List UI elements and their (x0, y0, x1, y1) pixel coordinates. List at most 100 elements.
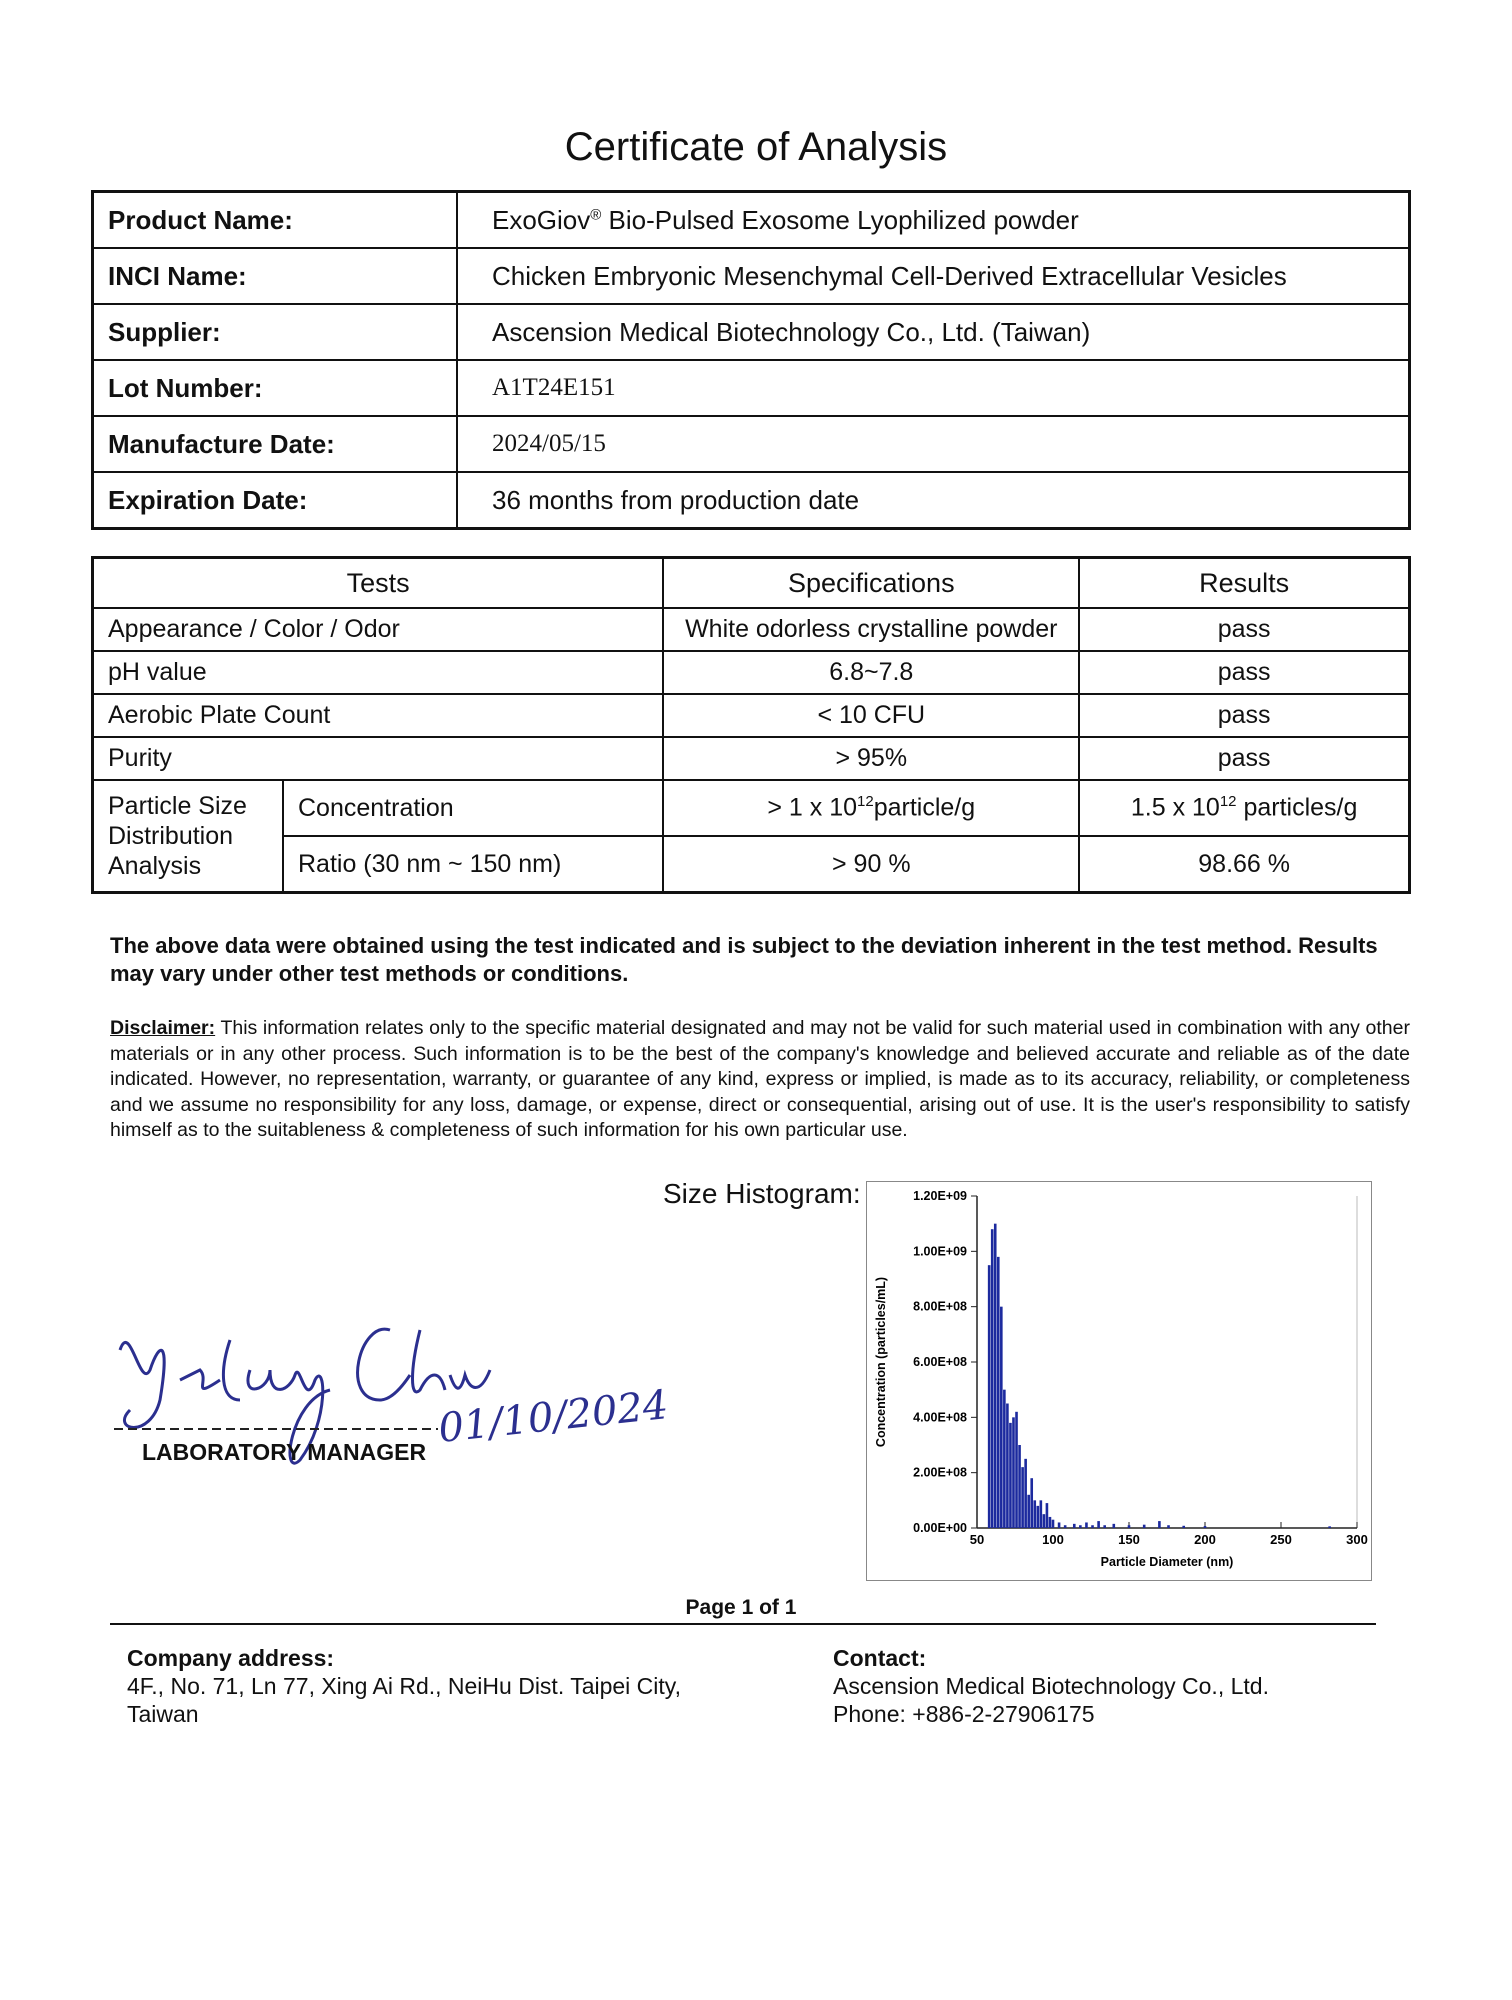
info-label: Lot Number: (91, 359, 458, 417)
bar (993, 1223, 997, 1528)
x-tick-label: 150 (1118, 1532, 1140, 1547)
contact-line: Ascension Medical Biotechnology Co., Ltd… (833, 1673, 1269, 1699)
footer-rule (110, 1623, 1376, 1625)
info-label: Manufacture Date: (91, 415, 458, 473)
signature: 01/10/2024 LABORATORY MANAGER (114, 1327, 670, 1465)
bar (1018, 1445, 1021, 1528)
bar (1158, 1521, 1161, 1528)
spec: < 10 CFU (662, 693, 1081, 738)
test-row: Particle Size Distribution Analysis Conce… (91, 779, 1411, 894)
header-cell: Tests (91, 556, 665, 609)
contact: Contact: Ascension Medical Biotechnology… (833, 1644, 1269, 1728)
header-row: Tests Specifications Results (91, 556, 1411, 609)
bar (1079, 1525, 1082, 1528)
result: 1.5 x 1012 particles/g (1078, 779, 1411, 837)
test-row: Purity > 95% pass (91, 736, 1411, 781)
result: pass (1078, 736, 1411, 781)
address-label: Company address: (127, 1645, 335, 1671)
info-label: INCI Name: (91, 247, 458, 305)
header-cell: Results (1078, 556, 1411, 609)
result: pass (1078, 693, 1411, 738)
x-tick-label: 50 (970, 1532, 984, 1547)
y-tick-label: 8.00E+08 (913, 1300, 967, 1314)
info-value: Chicken Embryonic Mesenchymal Cell-Deriv… (456, 247, 1411, 305)
info-row: Manufacture Date: 2024/05/15 (91, 415, 1411, 473)
bar (1027, 1494, 1030, 1528)
test-name: pH value (91, 650, 665, 695)
info-row: Product Name: ExoGiov® Bio-Pulsed Exosome… (91, 190, 1411, 249)
y-tick-label: 0.00E+00 (913, 1521, 967, 1535)
test-name: Aerobic Plate Count (91, 693, 665, 738)
spec: 6.8~7.8 (662, 650, 1081, 695)
test-name: Purity (91, 736, 665, 781)
bar (1012, 1417, 1015, 1528)
title: Certificate of Analysis (564, 125, 948, 169)
info-row: Expiration Date: 36 months from productio… (91, 471, 1411, 530)
text: particles/g (1236, 793, 1358, 822)
test-row: Ratio (30 nm ~ 150 nm) > 90 % 98.66 % (93, 835, 1411, 894)
signature-date: 01/10/2024 (436, 1382, 670, 1452)
text: ExoGiov (492, 204, 591, 235)
info-table: Product Name: ExoGiov® Bio-Pulsed Exosome… (91, 190, 1411, 530)
result: pass (1078, 650, 1411, 695)
address-line: Taiwan (127, 1701, 199, 1727)
bar (1203, 1526, 1207, 1528)
text: 1.5 x 10 (1130, 793, 1220, 822)
test-name: Concentration (281, 779, 665, 837)
spec: White odorless crystalline powder (662, 607, 1081, 652)
y-axis-title: Concentration (particles/mL) (874, 1277, 888, 1447)
bar (987, 1265, 991, 1528)
bar (1072, 1523, 1076, 1528)
text: particle/g (873, 793, 976, 822)
contact-line: Phone: +886-2-27906175 (833, 1701, 1095, 1727)
bar (1091, 1525, 1094, 1528)
result: 98.66 % (1078, 835, 1411, 894)
info-label: Supplier: (91, 303, 458, 361)
group-label: Particle Size Distribution Analysis (91, 779, 284, 894)
spec: > 95% (662, 736, 1081, 781)
bar (1015, 1411, 1018, 1528)
info-label: Product Name: (91, 190, 458, 249)
y-tick-label: 2.00E+08 (913, 1466, 967, 1480)
superscript: ® (590, 205, 602, 223)
info-row: INCI Name: Chicken Embryonic Mesenchymal … (91, 247, 1411, 305)
bar (1182, 1525, 1186, 1528)
bar (1051, 1519, 1055, 1528)
info-label: Expiration Date: (91, 471, 458, 530)
bar (1003, 1389, 1006, 1528)
bar (1036, 1505, 1040, 1528)
address: Company address: 4F., No. 71, Ln 77, Xin… (127, 1644, 681, 1728)
bar (1042, 1514, 1046, 1528)
info-value: 2024/05/15 (456, 415, 1411, 473)
x-axis-title: Particle Diameter (nm) (1101, 1555, 1234, 1569)
signature-role: LABORATORY MANAGER (142, 1439, 426, 1465)
bar (1097, 1521, 1100, 1528)
test-name: Ratio (30 nm ~ 150 nm) (281, 835, 665, 894)
histogram: 0.00E+00 2.00E+08 4.00E+08 6.00E+08 8.00E+08… (866, 1181, 1372, 1581)
disclaimer: Disclaimer: This information relates onl… (110, 1016, 1410, 1144)
y-tick-label: 1.00E+09 (913, 1244, 967, 1258)
superscript: 12 (1219, 793, 1237, 811)
info-value: A1T24E151 (456, 359, 1411, 417)
bar (1024, 1458, 1027, 1528)
bar (1063, 1525, 1067, 1528)
tests-table: Tests Specifications Results Appearance / C… (91, 556, 1411, 894)
bar (1006, 1403, 1009, 1528)
bar (1085, 1522, 1088, 1528)
test-row: pH value 6.8~7.8 pass (91, 650, 1411, 695)
bar (1039, 1500, 1043, 1528)
header-cell: Specifications (662, 556, 1081, 609)
info-row: Supplier: Ascension Medical Biotechnology… (91, 303, 1411, 361)
bar (1167, 1525, 1170, 1528)
bar (996, 1256, 1000, 1528)
spec: > 1 x 1012particle/g (662, 779, 1081, 837)
info-value: ExoGiov® Bio-Pulsed Exosome Lyophilized … (456, 190, 1411, 249)
spec: > 90 % (662, 835, 1081, 894)
address-line: 4F., No. 71, Ln 77, Xing Ai Rd., NeiHu D… (127, 1673, 681, 1699)
bar (1033, 1500, 1037, 1528)
bar (1009, 1422, 1012, 1528)
x-tick-label: 200 (1194, 1532, 1216, 1547)
histogram-label: Size Histogram: (663, 1178, 861, 1209)
info-row: Lot Number: A1T24E151 (91, 359, 1411, 417)
